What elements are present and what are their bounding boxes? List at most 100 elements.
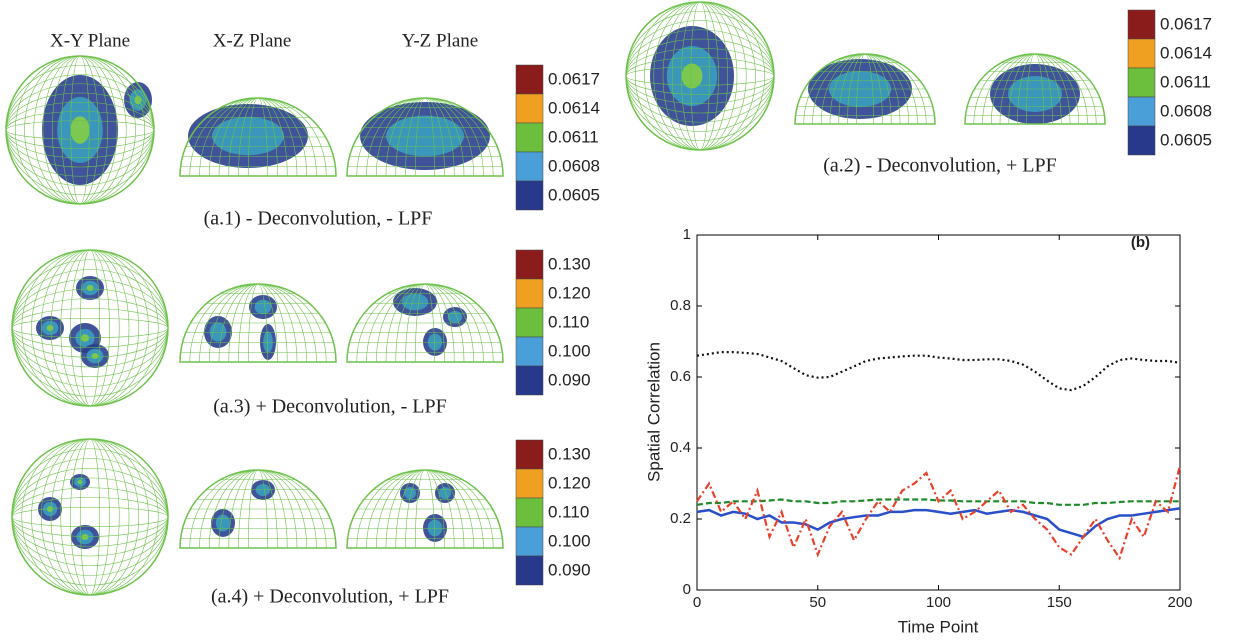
plane-header: X-Z Plane (213, 30, 292, 51)
colorbar-label: 0.0605 (1160, 130, 1212, 149)
colorbar-swatch (1127, 38, 1156, 69)
parallel (11, 467, 169, 567)
panels (5, 1, 1106, 596)
colorbar-swatch (515, 93, 544, 124)
meridian (356, 469, 494, 549)
dome-view (964, 53, 1106, 125)
meridian (189, 283, 327, 363)
colorbar-swatch (515, 555, 544, 586)
colorbar-label: 0.130 (548, 444, 591, 463)
x-axis-label: Time Point (898, 617, 979, 636)
colorbar-swatch (515, 151, 544, 182)
dome-view (179, 283, 337, 363)
series-line (696, 507, 1181, 539)
colorbar-swatch (515, 180, 544, 211)
parallel (11, 259, 169, 397)
colorbar-swatch (515, 439, 544, 470)
meridian (973, 53, 1097, 125)
colorbar-swatch (1127, 67, 1156, 98)
meridian (50, 438, 130, 596)
blob-core (1008, 76, 1062, 112)
blob-core (427, 333, 443, 351)
colorbar-label: 0.0608 (1160, 101, 1212, 120)
blob-peak (86, 285, 94, 291)
colorbar-label: 0.110 (548, 312, 589, 331)
caption: (a.4) + Deconvolution, + LPF (211, 586, 449, 608)
caption: (a.1) - Deconvolution, - LPF (204, 208, 433, 230)
colorbar-swatch (515, 468, 544, 499)
sphere-view (625, 1, 775, 151)
colorbar-swatch (515, 336, 544, 367)
colorbar-label: 0.090 (548, 560, 591, 579)
blob-peak (77, 480, 83, 484)
colorbar-label: 0.100 (548, 531, 591, 550)
colorbar-label: 0.0611 (548, 127, 599, 146)
y-tick-label: 0.8 (670, 297, 691, 314)
meridian (803, 53, 927, 125)
meridian (70, 438, 110, 596)
colorbar-label: 0.130 (548, 254, 591, 273)
plane-header: X-Y Plane (50, 30, 130, 51)
parallel (5, 64, 155, 196)
colorbar-swatch (515, 365, 544, 396)
y-axis-label: Spatial Correlation (644, 342, 663, 482)
colorbar-label: 0.0614 (548, 98, 600, 117)
meridian (21, 249, 159, 407)
x-tick-label: 50 (809, 594, 826, 611)
y-tick-label: 0.6 (670, 368, 691, 385)
sphere-view (11, 249, 169, 407)
colorbar-swatch (515, 278, 544, 309)
y-tick-label: 1 (683, 226, 691, 243)
colorbar-label: 0.100 (548, 341, 591, 360)
colorbar-label: 0.0617 (1160, 14, 1212, 33)
colorbar-label: 0.110 (548, 502, 589, 521)
plane-header: Y-Z Plane (402, 30, 479, 51)
colorbar-swatch (1127, 96, 1156, 127)
colorbar-swatch (515, 497, 544, 528)
meridian (14, 55, 146, 205)
blob-peak (81, 534, 89, 540)
y-tick-label: 0 (683, 581, 691, 598)
meridian (189, 97, 327, 177)
blob-core (386, 115, 464, 157)
colorbar-swatch (515, 122, 544, 153)
dome-view (346, 97, 504, 177)
blob-peak (70, 116, 90, 144)
blob-core (215, 514, 231, 532)
colorbar-label: 0.090 (548, 370, 591, 389)
parallel (11, 458, 169, 576)
colorbar-swatch (515, 526, 544, 557)
dome-view (179, 469, 337, 549)
colorbar-label: 0.0611 (1160, 72, 1211, 91)
sphere-outline (11, 438, 169, 596)
colorbar-label: 0.0605 (548, 185, 600, 204)
parallel (11, 448, 169, 586)
parallel (11, 506, 169, 528)
colorbar-swatch (515, 249, 544, 280)
parallel (625, 10, 775, 142)
blob-core (254, 299, 272, 315)
blob-peak (91, 353, 99, 359)
colorbar-label: 0.120 (548, 473, 591, 492)
dome-view (346, 283, 504, 363)
meridian (189, 469, 327, 549)
blob-core (212, 116, 284, 156)
dome-view (346, 469, 504, 549)
colorbar-swatch (1127, 125, 1156, 156)
series-line (696, 465, 1182, 561)
blob-core (404, 487, 416, 499)
meridian (356, 283, 494, 363)
sphere-view (5, 55, 155, 205)
colorbar-label: 0.0608 (548, 156, 600, 175)
x-tick-label: 100 (926, 594, 951, 611)
colorbar-label: 0.120 (548, 283, 591, 302)
blob-core (209, 322, 227, 342)
colorbar-label: 0.0617 (548, 69, 600, 88)
colorbar-swatch (515, 64, 544, 95)
blob-core (401, 293, 429, 311)
blob-core (255, 484, 271, 496)
x-tick-label: 150 (1047, 594, 1072, 611)
series-line (696, 351, 1181, 392)
